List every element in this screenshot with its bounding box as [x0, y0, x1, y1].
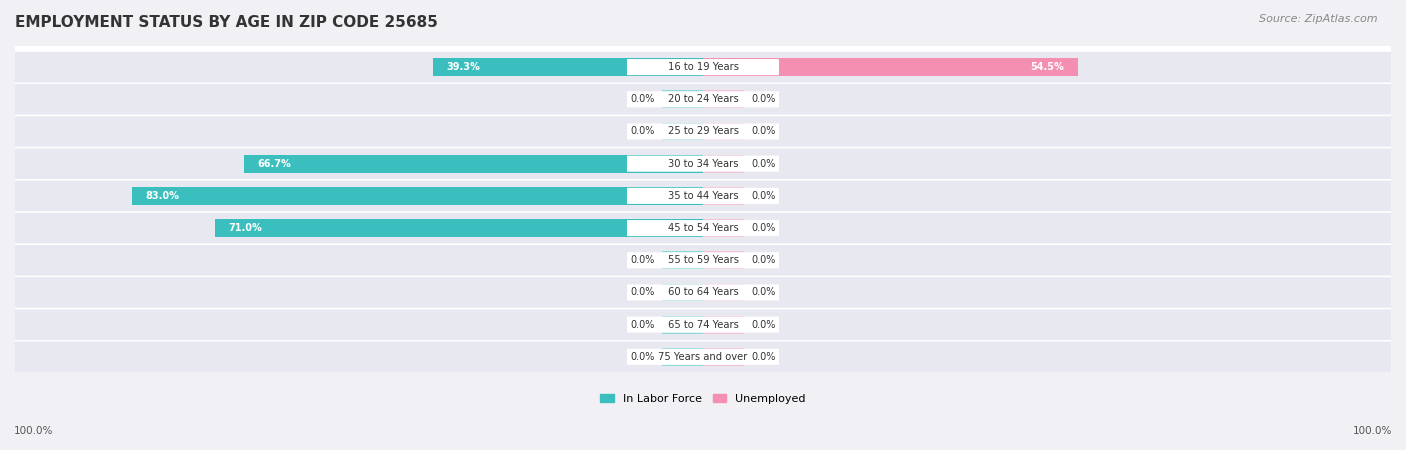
- Text: 0.0%: 0.0%: [751, 255, 776, 265]
- Bar: [132, 187, 703, 205]
- Text: 0.0%: 0.0%: [630, 255, 655, 265]
- Text: 100.0%: 100.0%: [1353, 427, 1392, 436]
- FancyBboxPatch shape: [15, 84, 1391, 115]
- Text: 54.5%: 54.5%: [1031, 62, 1064, 72]
- FancyBboxPatch shape: [15, 239, 1391, 249]
- Bar: [703, 348, 744, 366]
- FancyBboxPatch shape: [627, 349, 779, 365]
- Text: 0.0%: 0.0%: [751, 320, 776, 330]
- Text: 100.0%: 100.0%: [14, 427, 53, 436]
- FancyBboxPatch shape: [15, 336, 1391, 346]
- Bar: [703, 219, 744, 237]
- Text: 75 Years and over: 75 Years and over: [658, 352, 748, 362]
- Text: 65 to 74 Years: 65 to 74 Years: [668, 320, 738, 330]
- Text: 30 to 34 Years: 30 to 34 Years: [668, 159, 738, 169]
- FancyBboxPatch shape: [627, 59, 779, 75]
- Bar: [703, 155, 744, 172]
- FancyBboxPatch shape: [627, 317, 779, 333]
- Text: 39.3%: 39.3%: [446, 62, 479, 72]
- FancyBboxPatch shape: [15, 143, 1391, 153]
- Text: Source: ZipAtlas.com: Source: ZipAtlas.com: [1260, 14, 1378, 23]
- Text: 83.0%: 83.0%: [146, 191, 180, 201]
- Bar: [662, 123, 703, 140]
- Text: 25 to 29 Years: 25 to 29 Years: [668, 126, 738, 136]
- Text: 0.0%: 0.0%: [751, 352, 776, 362]
- FancyBboxPatch shape: [15, 277, 1391, 308]
- Bar: [703, 58, 1078, 76]
- FancyBboxPatch shape: [15, 110, 1391, 121]
- FancyBboxPatch shape: [627, 284, 779, 301]
- FancyBboxPatch shape: [15, 46, 1391, 56]
- FancyBboxPatch shape: [627, 91, 779, 108]
- Text: 0.0%: 0.0%: [751, 223, 776, 233]
- FancyBboxPatch shape: [15, 78, 1391, 89]
- FancyBboxPatch shape: [627, 123, 779, 140]
- FancyBboxPatch shape: [15, 207, 1391, 217]
- Text: 0.0%: 0.0%: [630, 288, 655, 297]
- FancyBboxPatch shape: [15, 304, 1391, 314]
- Text: 45 to 54 Years: 45 to 54 Years: [668, 223, 738, 233]
- Text: 0.0%: 0.0%: [630, 352, 655, 362]
- Legend: In Labor Force, Unemployed: In Labor Force, Unemployed: [596, 389, 810, 408]
- FancyBboxPatch shape: [15, 46, 1391, 56]
- FancyBboxPatch shape: [15, 213, 1391, 243]
- Text: 0.0%: 0.0%: [751, 94, 776, 104]
- Bar: [662, 252, 703, 269]
- Bar: [703, 90, 744, 108]
- Text: 0.0%: 0.0%: [751, 159, 776, 169]
- Bar: [662, 316, 703, 333]
- Text: 55 to 59 Years: 55 to 59 Years: [668, 255, 738, 265]
- Bar: [215, 219, 703, 237]
- FancyBboxPatch shape: [627, 156, 779, 172]
- Text: 35 to 44 Years: 35 to 44 Years: [668, 191, 738, 201]
- Text: 16 to 19 Years: 16 to 19 Years: [668, 62, 738, 72]
- FancyBboxPatch shape: [15, 309, 1391, 340]
- Bar: [433, 58, 703, 76]
- FancyBboxPatch shape: [15, 245, 1391, 275]
- Text: EMPLOYMENT STATUS BY AGE IN ZIP CODE 25685: EMPLOYMENT STATUS BY AGE IN ZIP CODE 256…: [15, 15, 437, 30]
- Bar: [245, 155, 703, 172]
- FancyBboxPatch shape: [627, 252, 779, 268]
- FancyBboxPatch shape: [15, 180, 1391, 211]
- Text: 0.0%: 0.0%: [630, 94, 655, 104]
- Text: 60 to 64 Years: 60 to 64 Years: [668, 288, 738, 297]
- Bar: [703, 316, 744, 333]
- Bar: [703, 284, 744, 302]
- FancyBboxPatch shape: [15, 148, 1391, 179]
- Text: 0.0%: 0.0%: [630, 126, 655, 136]
- FancyBboxPatch shape: [15, 52, 1391, 82]
- Bar: [703, 187, 744, 205]
- Text: 0.0%: 0.0%: [751, 288, 776, 297]
- Bar: [662, 90, 703, 108]
- FancyBboxPatch shape: [15, 175, 1391, 185]
- Text: 0.0%: 0.0%: [751, 191, 776, 201]
- Text: 0.0%: 0.0%: [751, 126, 776, 136]
- FancyBboxPatch shape: [627, 220, 779, 236]
- Bar: [703, 123, 744, 140]
- Bar: [703, 252, 744, 269]
- FancyBboxPatch shape: [15, 116, 1391, 147]
- FancyBboxPatch shape: [15, 342, 1391, 372]
- Text: 66.7%: 66.7%: [257, 159, 291, 169]
- Bar: [662, 348, 703, 366]
- Bar: [662, 284, 703, 302]
- Text: 20 to 24 Years: 20 to 24 Years: [668, 94, 738, 104]
- FancyBboxPatch shape: [627, 188, 779, 204]
- Text: 71.0%: 71.0%: [228, 223, 262, 233]
- Text: 0.0%: 0.0%: [630, 320, 655, 330]
- FancyBboxPatch shape: [15, 271, 1391, 282]
